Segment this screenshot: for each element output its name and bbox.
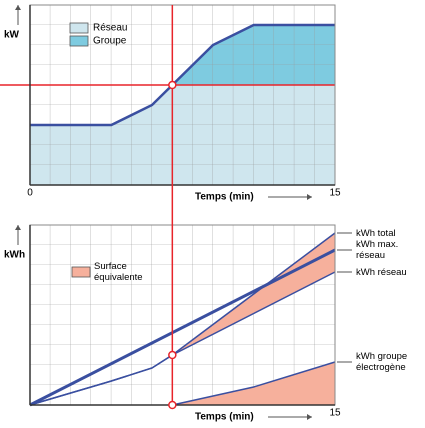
arrow-head — [307, 194, 312, 200]
series-label: kWh max. réseau — [356, 239, 399, 261]
arrow-head — [15, 5, 21, 10]
series-label: kWh total — [356, 227, 396, 239]
arrow-head — [307, 414, 312, 420]
x-tick-label: 0 — [27, 188, 33, 199]
x-tick-label: 15 — [329, 188, 341, 199]
legend-label: Réseau — [93, 23, 127, 34]
x-axis-label: Temps (min) — [195, 192, 254, 203]
grid — [30, 225, 335, 405]
legend-swatch — [71, 266, 91, 278]
arrow-head — [15, 225, 21, 230]
legend-label: Groupe — [93, 36, 127, 47]
marker — [168, 80, 177, 90]
series-label: kWh groupe électrogène — [356, 351, 408, 373]
x-axis-label: Temps (min) — [195, 412, 254, 423]
grid — [30, 5, 335, 185]
y-axis-label: kW — [4, 30, 20, 41]
y-axis-label: kWh — [4, 250, 25, 261]
legend-swatch — [69, 22, 89, 34]
surface — [172, 362, 335, 405]
marker — [168, 350, 177, 360]
line — [29, 248, 336, 407]
legend-label: Surface équivalente — [94, 261, 143, 283]
series-label: kWh réseau — [356, 266, 407, 278]
line — [29, 271, 336, 406]
x-tick-label: 15 — [329, 408, 341, 419]
marker — [168, 400, 177, 410]
line — [172, 361, 336, 406]
bottom-chart: kWh Temps (min) 15 — [4, 224, 352, 423]
legend-swatch — [69, 35, 89, 47]
top-chart: Réseau Groupe kW Temps (min) 0 15 — [0, 4, 341, 203]
